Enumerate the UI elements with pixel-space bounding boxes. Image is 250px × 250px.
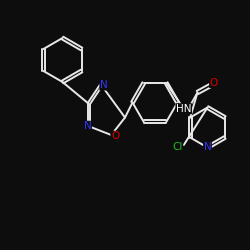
Text: HN: HN [176, 104, 192, 114]
Text: N: N [100, 80, 108, 90]
Text: N: N [204, 142, 212, 152]
Text: O: O [210, 78, 218, 88]
Text: O: O [111, 131, 119, 141]
Text: N: N [84, 121, 92, 131]
Text: Cl: Cl [172, 142, 183, 152]
